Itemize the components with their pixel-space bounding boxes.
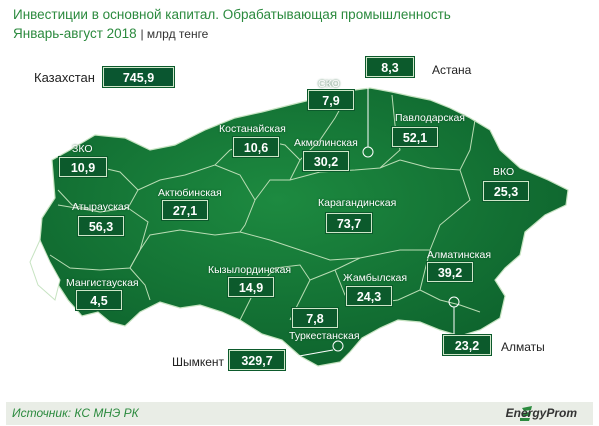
value-kostanay: 10,6: [233, 137, 279, 157]
energyprom-logo-icon: [520, 406, 532, 421]
value-almaty: 23,2: [443, 335, 491, 355]
label-karaganda: Карагандинская: [318, 197, 397, 209]
kazakhstan-map: [29, 74, 569, 367]
footer-bar: [0, 399, 599, 426]
shymkent-leader-line: [287, 349, 334, 359]
total-label: Казахстан: [34, 70, 95, 85]
shymkent-marker: [332, 340, 344, 352]
city-markers: [287, 74, 460, 359]
value-aktobe: 27,1: [162, 200, 208, 220]
total-value-box: 745,9: [103, 67, 174, 87]
value-akmola: 30,2: [303, 151, 349, 171]
source-text: Источник: КС МНЭ РК: [12, 406, 139, 420]
label-almaty: Алматы: [501, 340, 545, 354]
value-atyrau: 56,3: [78, 216, 124, 236]
label-almaty-region: Алматинская: [427, 249, 492, 261]
label-kostanay: Костанайская: [219, 123, 286, 135]
label-pavlodar: Павлодарская: [395, 112, 465, 124]
value-zhambyl: 24,3: [346, 286, 392, 306]
value-astana: 8,3: [366, 57, 414, 77]
page-title: Инвестиции в основной капитал. Обрабатыв…: [13, 7, 451, 22]
label-zhambyl: Жамбылская: [343, 272, 408, 284]
label-aktobe: Актюбинская: [158, 187, 222, 199]
divider: |: [140, 27, 147, 41]
value-almaty-region: 39,2: [427, 262, 473, 282]
unit-label: млрд тенге: [146, 27, 209, 41]
period: Январь-август 2018: [13, 26, 137, 41]
value-pavlodar: 52,1: [392, 127, 438, 147]
value-turkestan: 7,8: [292, 308, 338, 328]
sea-coast: [29, 238, 61, 301]
value-karaganda: 73,7: [326, 213, 372, 233]
value-zko: 10,9: [59, 157, 107, 177]
label-vko: ВКО: [493, 166, 515, 178]
label-turkestan: Туркестанская: [289, 330, 360, 342]
value-mangistau: 4,5: [76, 290, 122, 310]
label-shymkent: Шымкент: [172, 355, 225, 369]
brand-name: EnergyProm: [505, 406, 577, 420]
value-kyzylorda: 14,9: [228, 277, 274, 297]
label-sko: СКО: [318, 78, 340, 90]
label-kyzylorda: Кызылординская: [208, 264, 292, 276]
region-borders: [49, 94, 481, 321]
label-zko: ЗКО: [72, 143, 93, 155]
value-sko: 7,9: [308, 90, 354, 110]
value-shymkent: 329,7: [229, 350, 285, 370]
label-astana: Астана: [432, 63, 472, 77]
label-atyrau: Атырауская: [72, 201, 130, 213]
label-akmola: Акмолинская: [294, 137, 358, 149]
value-vko: 25,3: [483, 181, 529, 201]
subtitle: Январь-август 2018 | млрд тенге: [13, 25, 208, 43]
label-mangistau: Мангистауская: [66, 277, 139, 289]
